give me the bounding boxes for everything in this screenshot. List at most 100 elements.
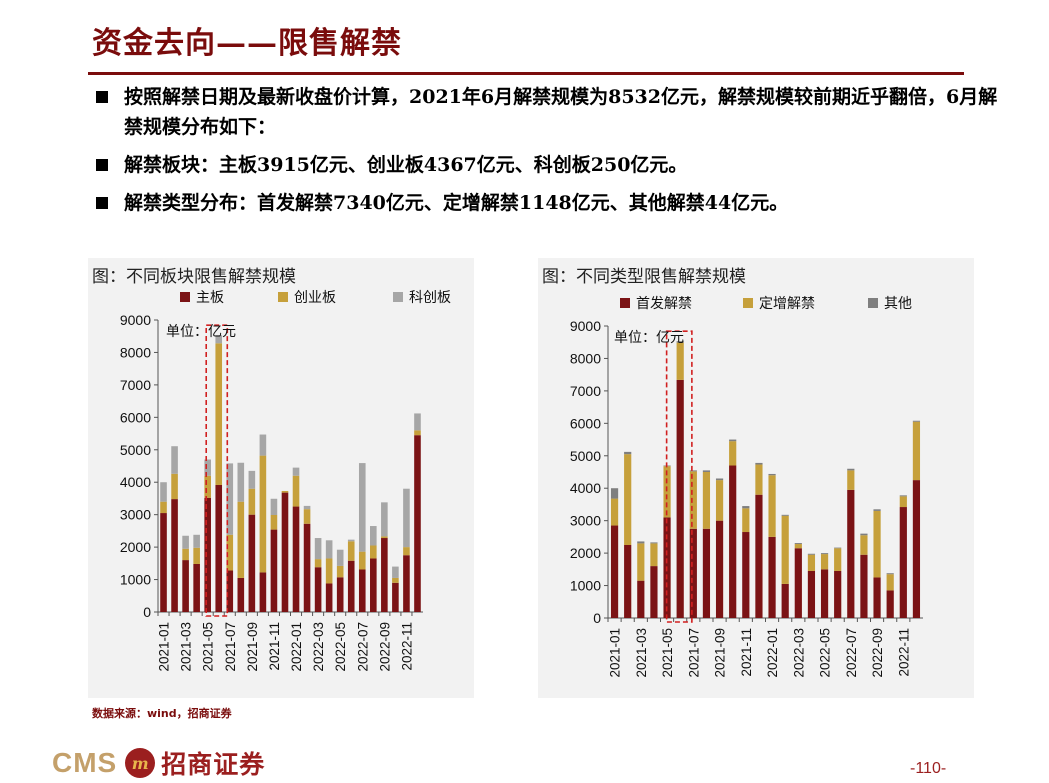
bar-segment <box>768 536 776 618</box>
board-stacked-bar-chart: 0 1000 2000 3000 4000 5000 6000 7000 8000 9000 202… <box>120 290 451 672</box>
y-tick-label: 2000 <box>120 539 151 555</box>
bar-segment <box>689 528 697 618</box>
bar-segment <box>912 420 921 422</box>
bar-segment <box>729 465 737 618</box>
bar-segment <box>794 544 802 549</box>
bar-segment <box>314 559 322 568</box>
bar-segment <box>860 533 868 536</box>
bar-segment <box>912 421 921 481</box>
y-tick-label: 7000 <box>120 377 151 393</box>
x-tick-label: 2022-11 <box>399 622 414 671</box>
bar-segment <box>226 534 234 571</box>
x-tick-label: 2022-11 <box>896 628 911 677</box>
x-tick-label: 2021-05 <box>660 628 675 678</box>
bullet-item: 解禁类型分布：首发解禁7340亿元、定增解禁1148亿元、其他解禁44亿元。 <box>96 188 1006 218</box>
bar-segment <box>637 580 645 618</box>
bar-segment <box>370 545 377 559</box>
bar-segment <box>820 554 829 570</box>
legend-label: 创业板 <box>294 290 336 306</box>
bar-segment <box>259 455 267 573</box>
y-tick-label: 0 <box>143 604 151 620</box>
bar-segment <box>303 523 311 612</box>
y-tick-label: 8000 <box>570 350 601 366</box>
bar-segment <box>899 507 907 618</box>
bar-segment <box>899 495 907 497</box>
bar-segment <box>270 498 278 515</box>
bar-segment <box>314 567 322 612</box>
y-tick-label: 4000 <box>120 474 151 490</box>
bar-segment <box>403 555 410 612</box>
bar-segment <box>270 529 278 612</box>
bar-segment <box>912 480 921 618</box>
logo-chinese: 招商证券 <box>161 750 266 779</box>
x-tick-label: 2021-11 <box>739 628 754 677</box>
bar-segment <box>715 478 724 481</box>
logo-latin: CMS <box>52 747 118 778</box>
bar-segment <box>676 379 684 618</box>
bar-segment <box>182 548 189 561</box>
bar-segment <box>270 514 278 530</box>
highlight-box <box>665 330 693 623</box>
x-tick-label: 2021-07 <box>223 622 238 672</box>
bar-segment <box>610 525 619 618</box>
y-tick-label: 1000 <box>120 572 151 588</box>
title-divider <box>88 72 964 75</box>
chart-title: 图：不同类型限售解禁规模 <box>542 267 746 287</box>
bullet-item: 按照解禁日期及最新收盘价计算，2021年6月解禁规模为8532亿元，解禁规模较前… <box>96 82 1006 142</box>
bar-segment <box>392 577 399 583</box>
bar-segment <box>663 466 671 518</box>
bullet-text: 解禁板块：主板3915亿元、创业板4367亿元、科创板250亿元。 <box>124 154 688 176</box>
x-tick-label: 2022-03 <box>311 622 326 672</box>
bar-segment <box>336 577 344 612</box>
square-bullet-icon <box>96 159 108 171</box>
bar-segment <box>624 451 632 455</box>
bar-segment <box>781 514 789 516</box>
x-tick-label: 2021-03 <box>179 622 194 672</box>
bar-segment <box>742 532 750 618</box>
legend-swatch <box>278 292 288 302</box>
chart-panel-board: 图：不同板块限售解禁规模 0 1000 2000 3000 4000 5000 6000 70… <box>88 258 474 698</box>
bar-segment <box>715 480 724 521</box>
x-tick-label: 2022-09 <box>377 622 392 672</box>
bar-segment <box>370 558 377 612</box>
bar-segment <box>226 570 234 612</box>
bar-segment <box>886 574 894 591</box>
data-source-note: 数据来源：wind，招商证券 <box>92 707 232 720</box>
bar-segment <box>873 577 881 618</box>
y-tick-label: 3000 <box>120 507 151 523</box>
bar-segment <box>414 430 421 436</box>
bar-segment <box>347 560 355 612</box>
bar-segment <box>820 569 829 618</box>
bar-segment <box>689 470 697 472</box>
bar-segment <box>676 342 684 380</box>
bullet-list: 按照解禁日期及最新收盘价计算，2021年6月解禁规模为8532亿元，解禁规模较前… <box>96 82 1006 226</box>
bar-segment <box>336 565 344 578</box>
square-bullet-icon <box>96 91 108 103</box>
highlight-box <box>205 324 229 617</box>
x-tick-label: 2022-01 <box>765 628 780 678</box>
x-tick-label: 2022-01 <box>289 622 304 672</box>
bar-segment <box>847 489 855 618</box>
bar-segment <box>160 513 167 612</box>
company-logo: CMS m 招商证券 <box>52 745 265 781</box>
bar-segment <box>381 536 388 539</box>
bar-segment <box>171 499 178 612</box>
bar-segment <box>768 475 776 537</box>
x-tick-label: 2022-05 <box>818 628 833 678</box>
legend-label: 科创板 <box>409 290 451 306</box>
bar-segment <box>358 551 366 570</box>
legend-swatch <box>180 292 190 302</box>
bar-segment <box>281 492 289 612</box>
bar-segment <box>226 463 234 535</box>
bar-segment <box>873 509 881 511</box>
y-tick-label: 5000 <box>120 442 151 458</box>
x-tick-label: 2021-09 <box>713 628 728 678</box>
bar-segment <box>171 473 178 500</box>
bar-segment <box>886 573 894 575</box>
bar-segment <box>336 549 344 566</box>
legend-swatch <box>620 298 630 308</box>
unit-label: 单位：亿元 <box>166 324 236 340</box>
bar-segment <box>847 468 855 471</box>
bar-segment <box>624 454 632 545</box>
y-tick-label: 4000 <box>570 480 601 496</box>
